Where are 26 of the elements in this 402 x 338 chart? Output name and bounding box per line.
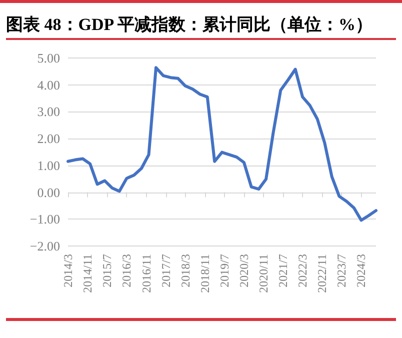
x-tick-label: 2022/11	[315, 254, 330, 293]
x-tick-label: 2014/11	[80, 254, 95, 293]
x-tick-label: 2018/3	[178, 254, 192, 288]
x-tick-label: 2022/3	[296, 254, 310, 288]
x-tick-label: 2019/7	[217, 254, 232, 288]
x-tick-label: 2018/11	[198, 254, 212, 293]
y-tick-label: 5.00	[37, 50, 60, 66]
y-tick-label: −1.00	[30, 212, 60, 227]
x-tick-label: 2023/7	[334, 254, 349, 288]
y-tick-label: −2.00	[30, 238, 60, 254]
x-tick-label: 2020/3	[236, 254, 251, 288]
line-series	[66, 66, 378, 222]
y-tick-label: 3.00	[37, 104, 60, 120]
x-tick-label: 2020/11	[256, 254, 271, 293]
x-tick-label: 2017/7	[158, 254, 173, 288]
y-tick-label: 2.00	[37, 131, 60, 146]
x-tick-label: 2016/11	[139, 254, 154, 293]
x-tick-label: 2015/7	[100, 254, 114, 288]
x-tick-label: 2016/3	[120, 254, 134, 288]
x-tick-label: 2024/3	[354, 254, 368, 288]
y-tick-label: 1.00	[37, 158, 60, 173]
y-tick-label: 0.00	[37, 184, 60, 200]
y-tick-label: 4.00	[37, 77, 60, 92]
x-tick-label: 2021/7	[276, 254, 290, 288]
chart-title: 图表 48：GDP 平减指数：累计同比（单位：%）	[6, 13, 396, 40]
x-tick-label: 2014/3	[61, 254, 75, 288]
